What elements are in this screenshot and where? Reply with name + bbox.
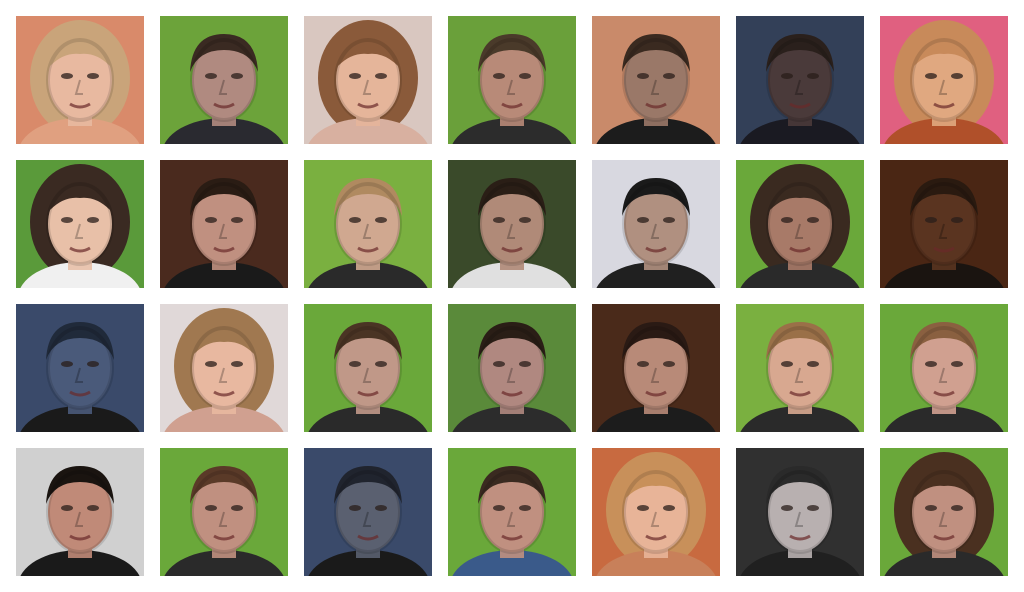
face-portrait: [592, 160, 720, 288]
face-thumbnail: [160, 304, 288, 432]
face-portrait: [592, 16, 720, 144]
face-thumbnail: [448, 160, 576, 288]
face-portrait: [880, 304, 1008, 432]
face-portrait: [304, 160, 432, 288]
face-portrait: [736, 448, 864, 576]
face-thumbnail: [736, 304, 864, 432]
face-thumbnail: [160, 16, 288, 144]
face-portrait: [736, 16, 864, 144]
face-thumbnail: [16, 160, 144, 288]
face-portrait: [448, 160, 576, 288]
face-thumbnail: [736, 160, 864, 288]
face-portrait: [448, 448, 576, 576]
face-portrait: [736, 304, 864, 432]
face-portrait: [16, 448, 144, 576]
face-thumbnail: [736, 16, 864, 144]
face-thumbnail: [448, 448, 576, 576]
face-thumbnail: [592, 160, 720, 288]
face-thumbnail: [16, 16, 144, 144]
face-thumbnail: [736, 448, 864, 576]
face-portrait: [592, 448, 720, 576]
face-thumbnail: [880, 160, 1008, 288]
face-portrait: [16, 16, 144, 144]
face-thumbnail: [592, 304, 720, 432]
face-portrait: [736, 160, 864, 288]
face-thumbnail: [160, 160, 288, 288]
face-thumbnail: [592, 448, 720, 576]
face-portrait: [304, 448, 432, 576]
face-portrait: [448, 16, 576, 144]
face-thumbnail: [448, 304, 576, 432]
face-thumbnail: [880, 304, 1008, 432]
face-thumbnail: [160, 448, 288, 576]
face-thumbnail: [304, 16, 432, 144]
face-thumbnail: [304, 304, 432, 432]
face-thumbnail: [304, 160, 432, 288]
face-portrait: [592, 304, 720, 432]
face-portrait: [304, 304, 432, 432]
face-thumbnail: [16, 448, 144, 576]
face-portrait: [448, 304, 576, 432]
face-portrait: [16, 160, 144, 288]
face-portrait: [160, 304, 288, 432]
face-thumbnail: [880, 16, 1008, 144]
face-thumbnail: [304, 448, 432, 576]
face-portrait: [880, 16, 1008, 144]
face-portrait: [304, 16, 432, 144]
face-portrait: [160, 16, 288, 144]
face-thumbnail: [592, 16, 720, 144]
face-thumbnail: [448, 16, 576, 144]
face-portrait: [160, 448, 288, 576]
face-thumbnail: [16, 304, 144, 432]
face-thumbnail: [880, 448, 1008, 576]
face-portrait: [880, 448, 1008, 576]
face-portrait: [16, 304, 144, 432]
face-portrait: [160, 160, 288, 288]
face-portrait: [880, 160, 1008, 288]
